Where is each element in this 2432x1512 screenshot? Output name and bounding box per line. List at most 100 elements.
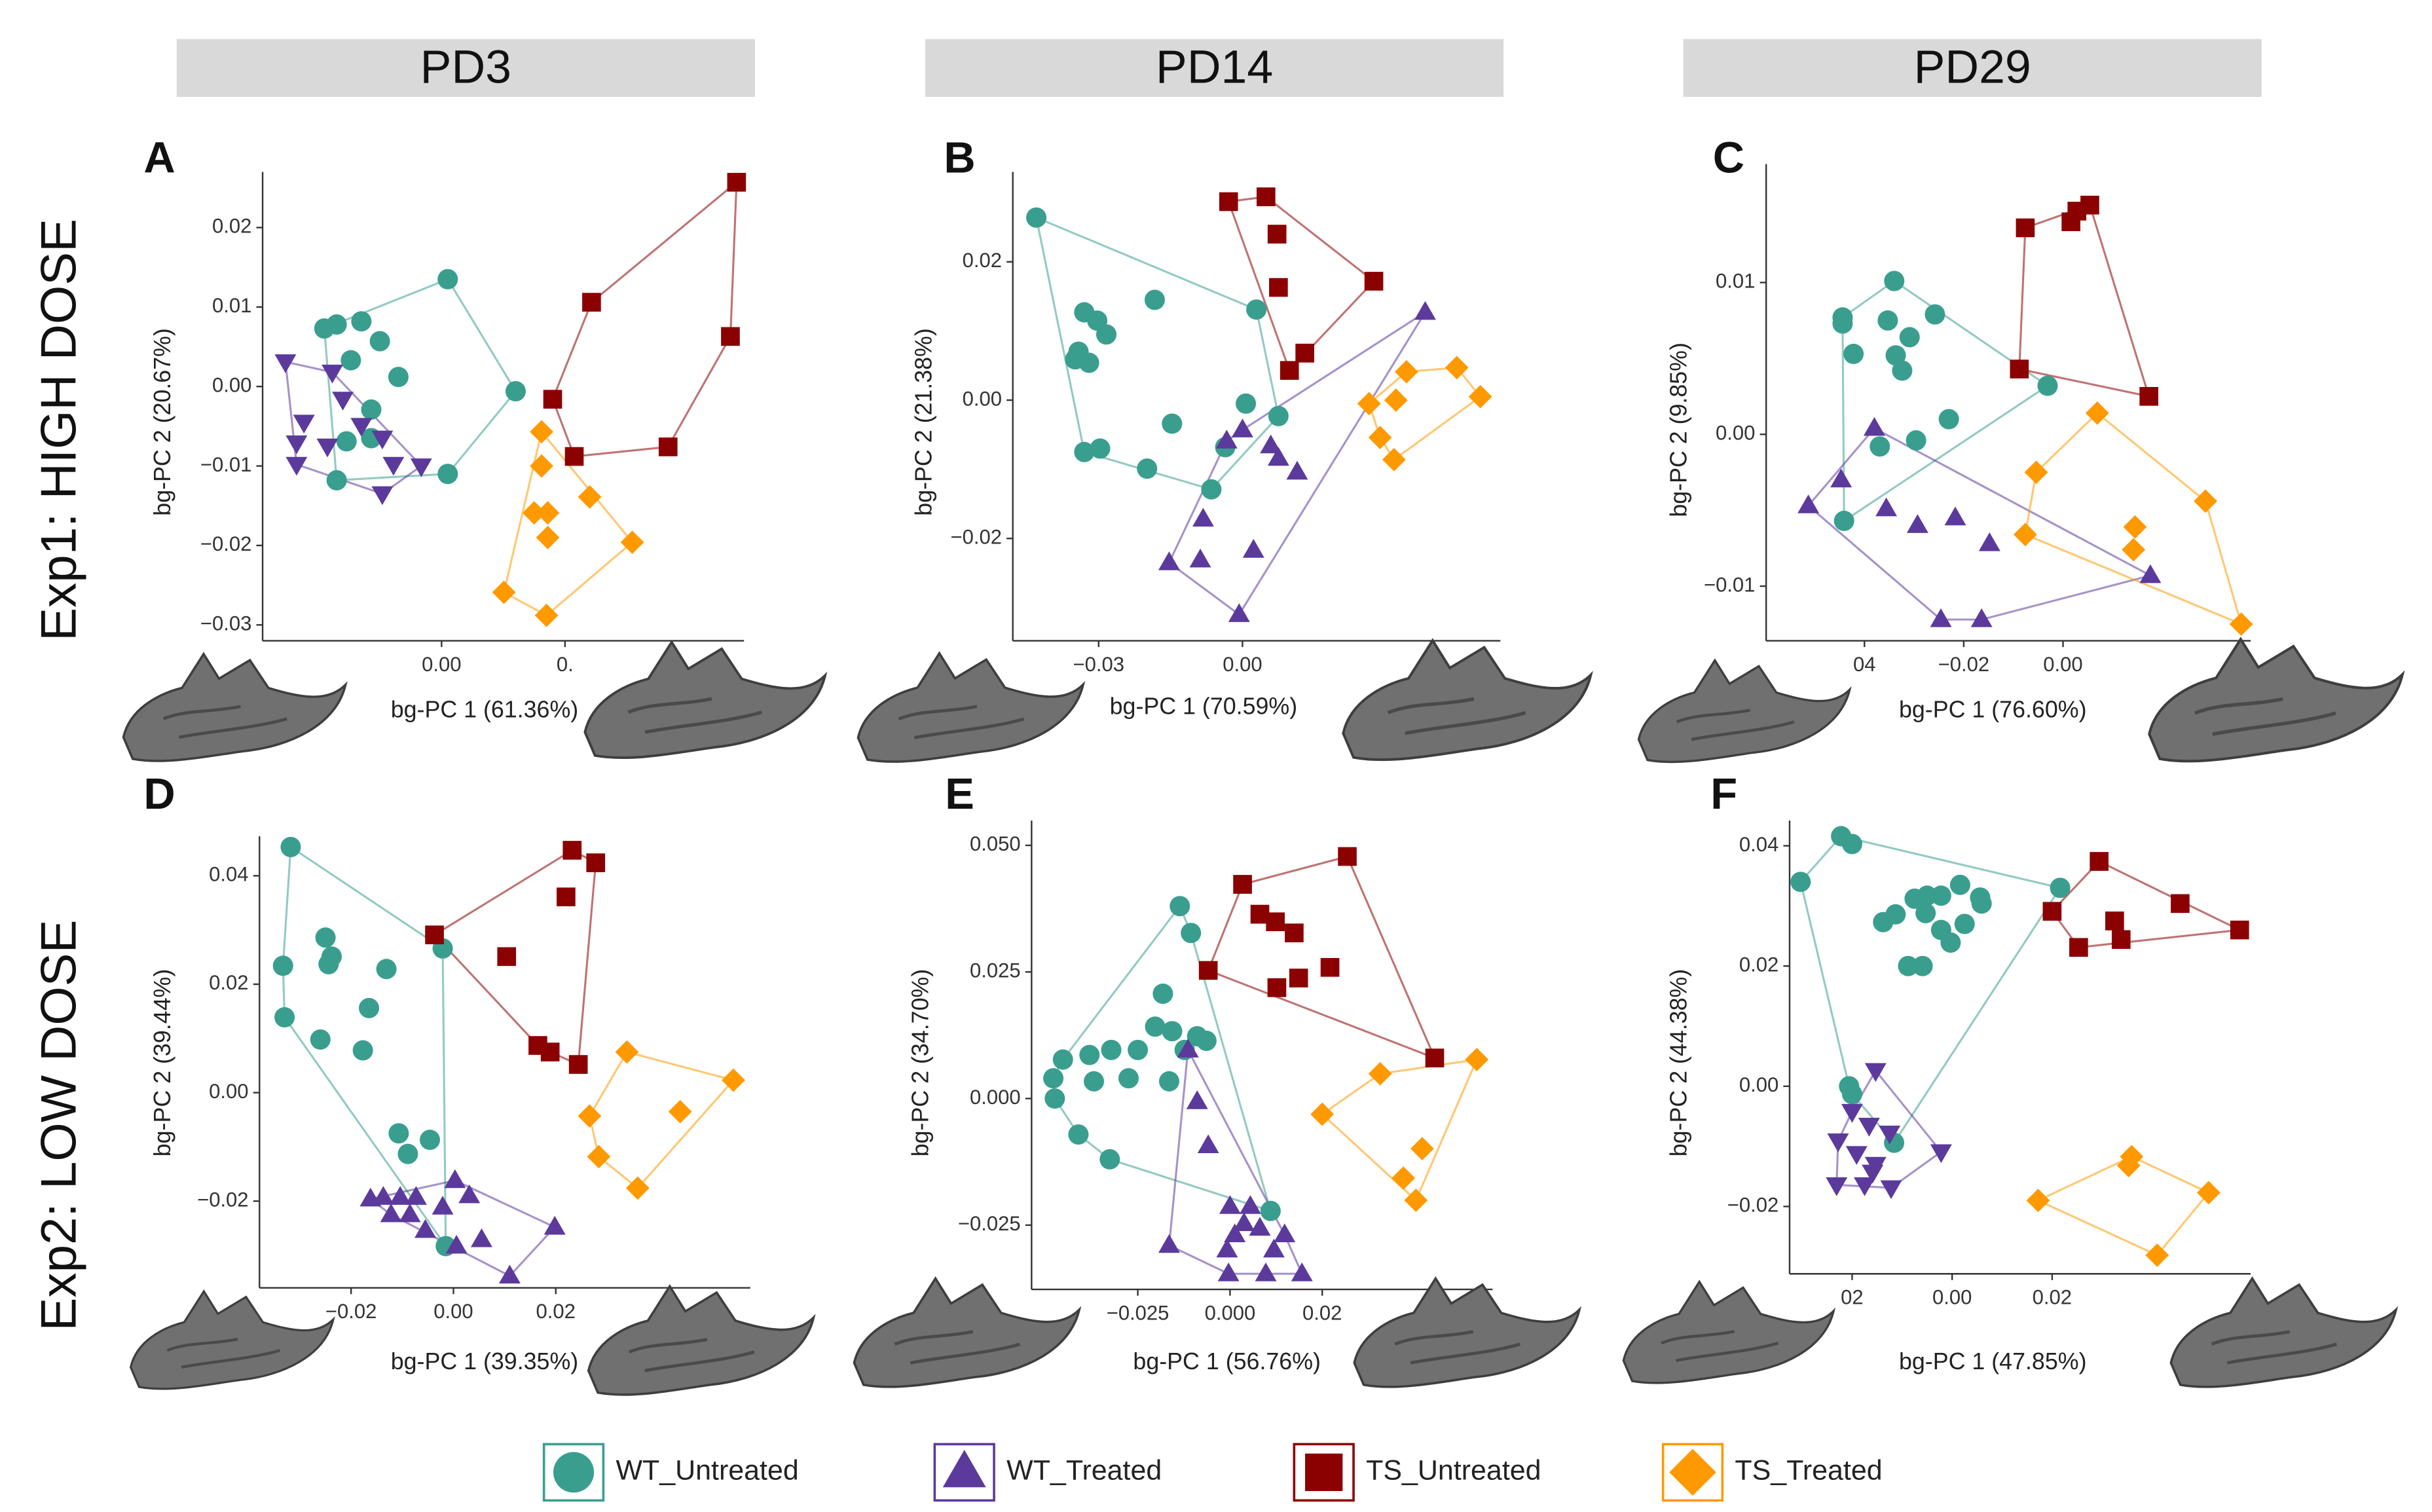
x-tick-label: 0.00 (1223, 653, 1262, 676)
group-hull (1367, 366, 1482, 462)
point (540, 1042, 560, 1061)
group-hull (588, 1050, 735, 1190)
point (432, 1196, 454, 1215)
point (1930, 885, 1951, 906)
point (2037, 375, 2058, 396)
point (557, 887, 576, 907)
panel: 0.04 0.02 0.00 −0.02 02 0.00 0.02 (1727, 821, 2251, 1309)
point (668, 1099, 692, 1124)
point (1858, 1118, 1880, 1137)
point (2123, 515, 2147, 539)
point (1915, 902, 1936, 923)
point (1269, 278, 1288, 297)
point (2080, 195, 2099, 215)
group-hull (1841, 280, 2050, 523)
point (326, 470, 347, 490)
point (1158, 1071, 1179, 1092)
y-tick-label: 0.04 (209, 863, 248, 886)
point (372, 1186, 394, 1205)
point (1026, 207, 1047, 228)
point (1826, 1177, 1848, 1196)
point (2194, 489, 2217, 513)
point (615, 1040, 639, 1064)
point (1320, 958, 1340, 977)
y-axis-label: bg-PC 2 (9.85%) (1665, 342, 1691, 517)
y-tick-label: 0.02 (963, 249, 1002, 272)
group-hull (1035, 215, 1280, 491)
point (1266, 912, 1285, 932)
y-tick-label: 0.01 (1716, 270, 1755, 293)
point (1833, 510, 1854, 531)
point (587, 1145, 611, 1169)
point (388, 1123, 409, 1144)
point (1215, 430, 1238, 449)
point (1257, 187, 1276, 206)
x-tick-label: −0.03 (1073, 653, 1124, 676)
point (1384, 388, 1408, 412)
x-axis-label: bg-PC 1 (61.36%) (391, 696, 579, 722)
point (1068, 1124, 1089, 1145)
point (352, 1040, 373, 1061)
point (1233, 875, 1252, 894)
point (1052, 1049, 1073, 1070)
legend-label: TS_Untreated (1366, 1455, 1541, 1486)
point (2042, 902, 2062, 921)
point (376, 959, 397, 980)
y-tick-label: 0.02 (212, 215, 251, 238)
point (1043, 1068, 1064, 1089)
point (505, 380, 526, 402)
point (332, 392, 354, 411)
point (458, 1184, 481, 1204)
point (2122, 538, 2146, 562)
x-tick-label: 0.00 (422, 653, 461, 676)
point (1096, 324, 1117, 345)
point (1880, 1180, 1902, 1200)
y-tick-label: 0.01 (212, 294, 251, 317)
point (1239, 1195, 1261, 1214)
point (1391, 1166, 1416, 1190)
point (2171, 894, 2190, 913)
point (1885, 904, 1906, 925)
point (1162, 413, 1183, 434)
point (1186, 1090, 1208, 1109)
panel: 0.02 0.01 0.00 −0.01 −0.02 −0.03 0.00 0. (200, 172, 746, 676)
point (582, 293, 601, 312)
x-axis-label: bg-PC 1 (39.35%) (391, 1348, 579, 1374)
y-tick-label: −0.02 (200, 532, 251, 555)
point (1906, 430, 1926, 451)
point (1368, 426, 1392, 449)
x-tick-label: 0.02 (2033, 1286, 2072, 1309)
point (1938, 409, 1959, 430)
y-tick-label: 0.000 (970, 1086, 1021, 1109)
panel-label: E (945, 770, 974, 819)
panel-label: B (944, 134, 975, 182)
x-tick-label: 0.000 (1205, 1301, 1256, 1324)
point (1854, 1177, 1875, 1196)
point (721, 327, 740, 346)
point (1197, 1134, 1219, 1153)
x-tick-label: 04 (1853, 653, 1876, 676)
point (625, 1176, 650, 1200)
point (1162, 1021, 1183, 1042)
point (530, 454, 553, 478)
point (1879, 1125, 1901, 1145)
point (1158, 1234, 1180, 1253)
point (1954, 913, 1975, 934)
point (351, 311, 372, 332)
point (1268, 405, 1289, 426)
legend-label: WT_Treated (1006, 1455, 1162, 1486)
mandible (1343, 640, 1591, 760)
point (1170, 896, 1190, 917)
point (1875, 497, 1898, 517)
point (1044, 1088, 1065, 1109)
point (274, 1007, 295, 1028)
mandible (1623, 1282, 1833, 1383)
y-tick-label: −0.03 (200, 612, 251, 635)
point (497, 947, 517, 967)
y-tick-label: 0.04 (1739, 833, 1778, 856)
mandible (589, 1286, 814, 1394)
point (1845, 1146, 1868, 1165)
point (1242, 539, 1264, 558)
point (1827, 1133, 1849, 1152)
